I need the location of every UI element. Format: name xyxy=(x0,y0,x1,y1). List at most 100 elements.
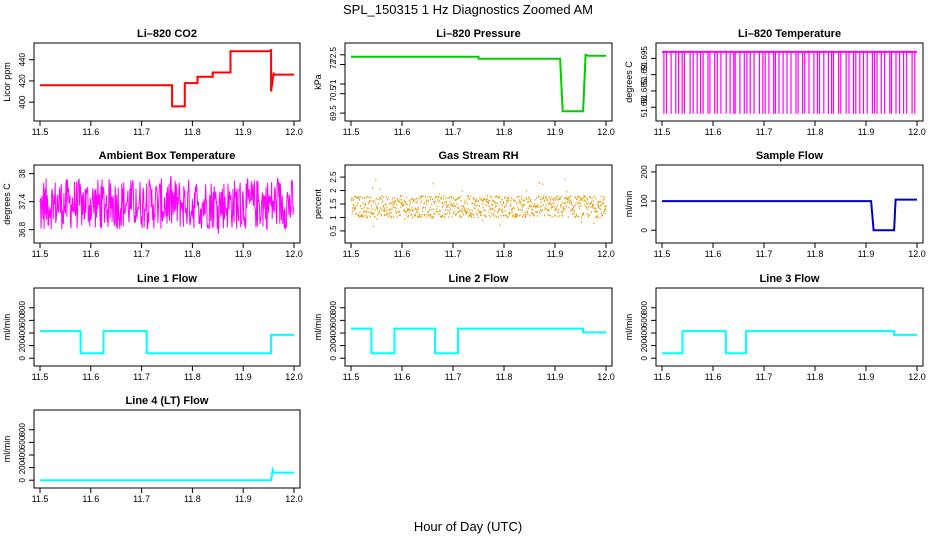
y-tick-label: 100 xyxy=(640,194,649,208)
x-tick-label: 11.7 xyxy=(133,372,150,382)
data-series-line xyxy=(662,330,917,355)
x-tick-label: 11.7 xyxy=(445,249,462,259)
y-axis-label: ml/min xyxy=(2,314,12,341)
y-tick-label: 1.5 xyxy=(329,198,338,210)
data-series-toggles xyxy=(663,51,916,114)
chart-panel-4: Ambient Box Temperature degrees C 11.5 11.6… xyxy=(2,150,303,259)
x-tick-label: 11.8 xyxy=(807,372,824,382)
y-tick-label: 36.8 xyxy=(18,221,27,237)
plot-frame xyxy=(33,164,301,244)
plot-frame xyxy=(33,42,301,122)
y-tick-label: 51.695 xyxy=(640,46,649,71)
chart-panel-8: Line 2 Flow ml/min 11.5 11.6 11.7 11.8 11.9 12.… xyxy=(313,273,615,382)
x-tick-label: 11.7 xyxy=(756,372,773,382)
y-axis-label: percent xyxy=(313,188,323,219)
figure-title: SPL_150315 1 Hz Diagnostics Zoomed AM xyxy=(343,2,593,17)
chart-panel-3: Li–820 Temperature degrees C 11.5 11.6 11.7 1… xyxy=(624,28,926,137)
y-tick-label: 51.69 xyxy=(640,64,649,85)
y-tick-label: 69.5 xyxy=(329,105,338,121)
y-axis-label: ml/min xyxy=(624,191,634,218)
x-tick-label: 11.8 xyxy=(496,249,513,259)
y-tick-label: 0 xyxy=(18,355,27,360)
x-tick-label: 12.0 xyxy=(908,127,926,137)
data-series-line xyxy=(351,327,606,355)
chart-panel-2: Li–820 Pressure kPa 11.5 11.6 11.7 11.8 11.9 12… xyxy=(313,28,615,137)
x-tick-label: 11.7 xyxy=(445,127,462,137)
x-tick-label: 12.0 xyxy=(597,249,615,259)
x-tick-label: 11.8 xyxy=(496,372,513,382)
y-tick-label: 400 xyxy=(329,326,338,340)
x-tick-label: 11.7 xyxy=(756,249,773,259)
y-tick-label: 800 xyxy=(640,301,649,315)
data-series-line xyxy=(351,53,606,113)
x-tick-label: 11.8 xyxy=(184,249,201,259)
y-axis-label: ml/min xyxy=(2,436,12,463)
y-tick-label: 2.5 xyxy=(329,171,338,183)
x-tick-label: 11.9 xyxy=(858,127,875,137)
x-tick-label: 11.6 xyxy=(394,249,411,259)
y-tick-label: 72.5 xyxy=(329,46,338,62)
x-tick-label: 11.5 xyxy=(32,494,49,504)
x-tick-label: 12.0 xyxy=(285,127,303,137)
y-tick-label: 600 xyxy=(329,313,338,327)
x-tick-label: 11.5 xyxy=(32,372,49,382)
x-tick-label: 11.6 xyxy=(82,494,99,504)
panel-title: Li–820 CO2 xyxy=(137,28,197,40)
x-tick-label: 11.6 xyxy=(705,372,722,382)
y-tick-label: 600 xyxy=(18,435,27,449)
plot-frame xyxy=(344,42,613,122)
y-tick-label: 0 xyxy=(640,227,649,232)
x-tick-label: 11.8 xyxy=(184,494,201,504)
x-tick-label: 11.9 xyxy=(235,494,252,504)
x-tick-label: 11.6 xyxy=(82,372,99,382)
y-tick-label: 72 xyxy=(329,60,338,69)
x-tick-label: 11.6 xyxy=(82,127,99,137)
y-tick-label: 420 xyxy=(18,74,27,88)
y-tick-label: 37.4 xyxy=(18,193,27,209)
y-tick-label: 200 xyxy=(18,338,27,352)
x-tick-label: 11.5 xyxy=(343,249,360,259)
panel-title: Line 3 Flow xyxy=(760,273,820,285)
data-series-line xyxy=(40,48,294,108)
chart-panel-7: Line 1 Flow ml/min 11.5 11.6 11.7 11.8 11.9 12.… xyxy=(2,273,303,382)
data-series-line xyxy=(40,466,294,482)
x-tick-label: 11.8 xyxy=(184,127,201,137)
chart-panel-9: Line 3 Flow ml/min 11.5 11.6 11.7 11.8 11.9 12.… xyxy=(624,273,926,382)
x-tick-label: 11.5 xyxy=(343,127,360,137)
data-series-line xyxy=(39,176,294,234)
x-tick-label: 11.7 xyxy=(133,494,150,504)
x-tick-label: 11.9 xyxy=(547,372,564,382)
panel-title: Li–820 Temperature xyxy=(738,28,841,40)
y-tick-label: 800 xyxy=(18,301,27,315)
y-tick-label: 440 xyxy=(18,53,27,67)
x-tick-label: 12.0 xyxy=(285,372,303,382)
x-tick-label: 11.9 xyxy=(235,127,252,137)
panel-title: Sample Flow xyxy=(756,150,824,162)
x-tick-label: 11.9 xyxy=(235,249,252,259)
x-tick-label: 11.7 xyxy=(133,249,150,259)
chart-panel-10: Line 4 (LT) Flow ml/min 11.5 11.6 11.7 11.8 11… xyxy=(2,395,303,504)
y-tick-label: 0 xyxy=(18,477,27,482)
x-tick-label: 11.8 xyxy=(184,372,201,382)
x-tick-label: 11.9 xyxy=(235,372,252,382)
x-tick-label: 11.5 xyxy=(343,372,360,382)
panel-title: Line 1 Flow xyxy=(137,273,197,285)
panel-title: Li–820 Pressure xyxy=(436,28,520,40)
y-tick-label: 51.68 xyxy=(640,97,649,118)
y-tick-label: 200 xyxy=(640,338,649,352)
plot-frame xyxy=(33,287,301,367)
y-tick-label: 200 xyxy=(329,338,338,352)
data-series-line xyxy=(662,198,917,232)
x-tick-label: 12.0 xyxy=(908,372,926,382)
x-tick-label: 11.8 xyxy=(496,127,513,137)
y-tick-label: 2 xyxy=(329,188,338,193)
x-tick-label: 11.9 xyxy=(858,372,875,382)
data-series-points xyxy=(351,178,607,228)
plot-frame xyxy=(344,287,613,367)
plot-frame xyxy=(33,409,301,489)
y-tick-label: 0 xyxy=(329,355,338,360)
y-tick-label: 200 xyxy=(18,460,27,474)
